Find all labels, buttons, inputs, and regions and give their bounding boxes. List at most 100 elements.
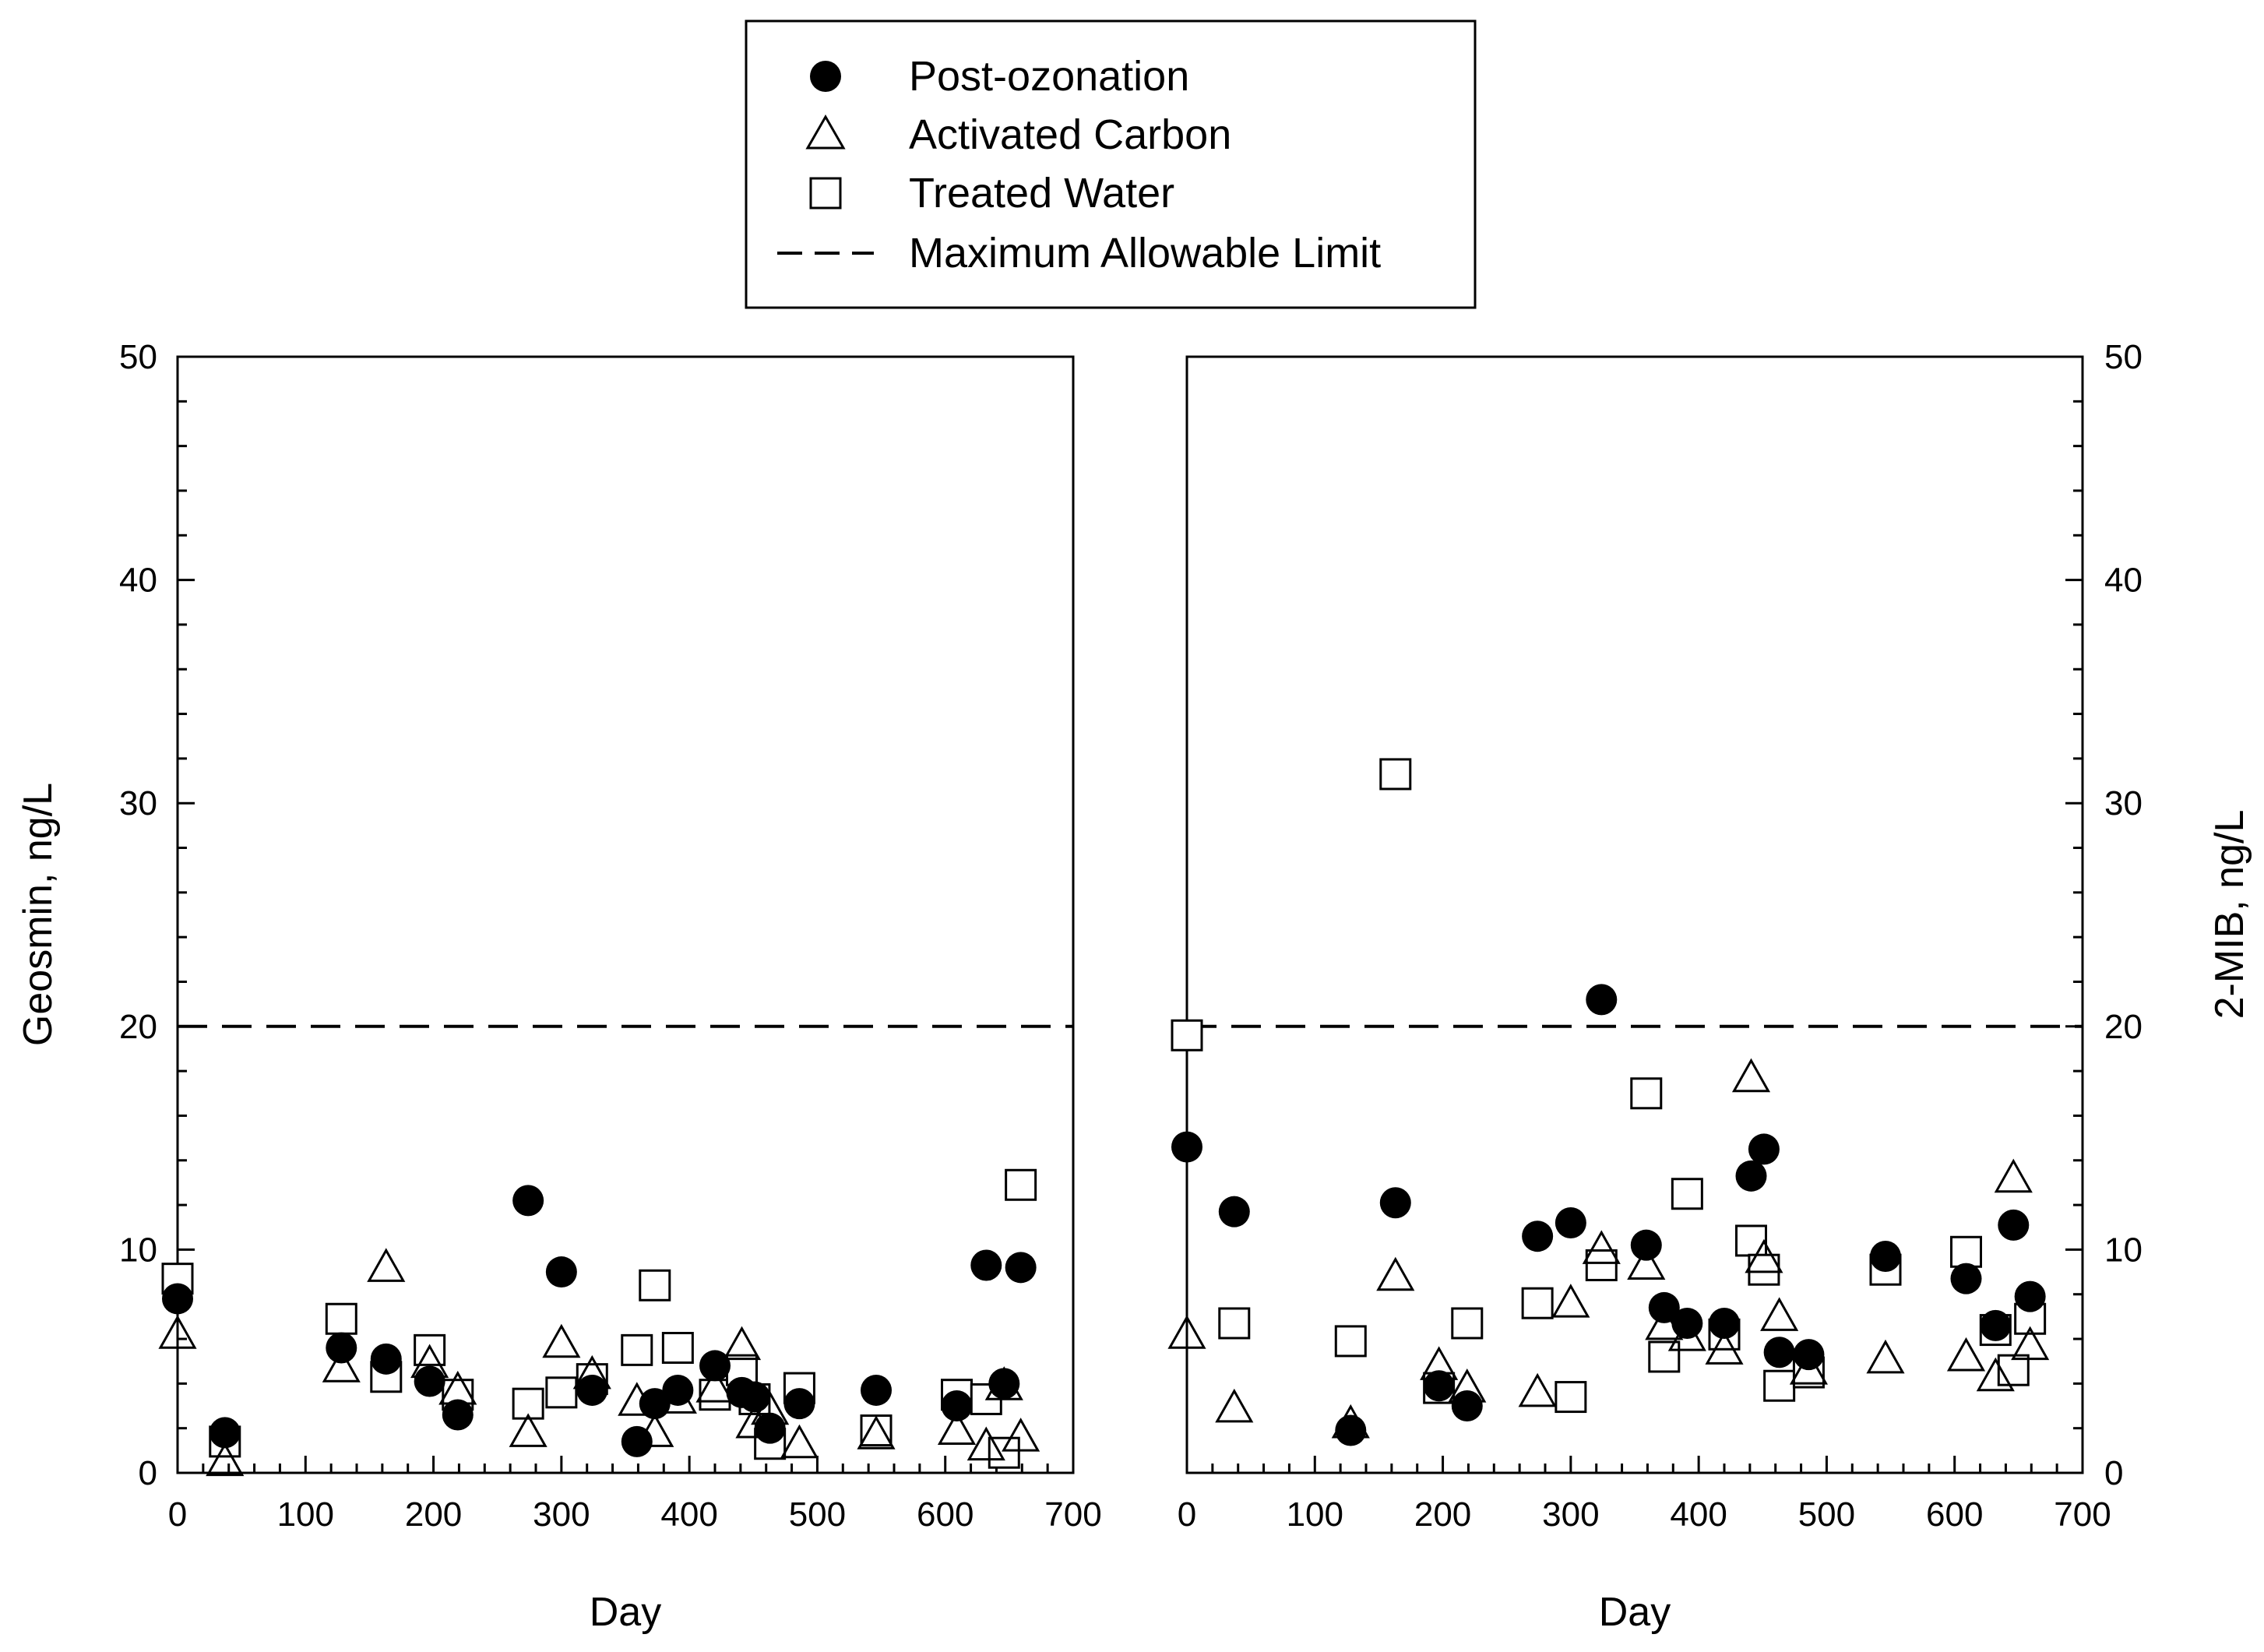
- mib-post-ozonation-point: [1735, 1160, 1767, 1192]
- mib-y-axis-title: 2-MIB, ng/L: [2207, 810, 2252, 1020]
- mib-treated-water-point: [1555, 1381, 1587, 1414]
- mib-activated-carbon-point: [1582, 1230, 1621, 1264]
- geosmin-x-tick-label: 0: [168, 1495, 187, 1534]
- geosmin-post-ozonation-point: [639, 1388, 671, 1420]
- geosmin-post-ozonation-point: [861, 1374, 892, 1406]
- mib-activated-carbon-point: [1789, 1351, 1828, 1385]
- legend-marker-activated-carbon: [805, 114, 846, 150]
- mib-post-ozonation-point: [1171, 1131, 1202, 1163]
- mib-post-ozonation-point: [1648, 1291, 1680, 1323]
- geosmin-x-tick-label: 100: [277, 1495, 334, 1534]
- geosmin-y-tick-label: 0: [139, 1454, 157, 1492]
- legend-marker-post-ozonation: [810, 61, 841, 92]
- geosmin-x-tick-label: 200: [405, 1495, 462, 1534]
- geosmin-y-axis-title: Geosmin, ng/L: [16, 783, 61, 1046]
- geosmin-treated-water-point: [699, 1379, 731, 1411]
- mib-data-points: [1167, 758, 2050, 1446]
- geosmin-activated-carbon-point: [722, 1326, 762, 1361]
- mib-y-tick-label: 40: [2104, 562, 2143, 600]
- geosmin-post-ozonation-point: [162, 1283, 193, 1315]
- mib-treated-water-point: [1585, 1249, 1618, 1281]
- mib-x-tick-label: 0: [1178, 1495, 1196, 1534]
- geosmin-activated-carbon-point: [367, 1248, 406, 1282]
- geosmin-data-points: [158, 1168, 1040, 1477]
- mib-post-ozonation-point: [1555, 1207, 1586, 1239]
- geosmin-activated-carbon-point: [857, 1415, 896, 1449]
- mib-x-tick-label: 300: [1542, 1495, 1599, 1534]
- mib-post-ozonation-point: [1586, 984, 1618, 1016]
- legend-label-treated-water: Treated Water: [909, 170, 1174, 217]
- mib-treated-water-point: [1218, 1307, 1251, 1340]
- geosmin-activated-carbon-point: [695, 1368, 734, 1403]
- mib-post-ozonation-point: [1379, 1187, 1411, 1219]
- mib-activated-carbon-point: [1946, 1337, 1986, 1372]
- legend-marker-treated-water: [809, 177, 842, 210]
- mib-y-tick-label: 20: [2104, 1008, 2143, 1046]
- mib-x-tick-label: 500: [1798, 1495, 1855, 1534]
- geosmin-post-ozonation-point: [1005, 1252, 1037, 1284]
- geosmin-axis-ticks: 0 100 200 300 400 500 600 700 0 10 20 30 40 50: [119, 338, 1102, 1534]
- mib-y-tick-label: 50: [2104, 338, 2143, 376]
- mib-y-tick-label: 10: [2104, 1231, 2143, 1269]
- geosmin-post-ozonation-point: [326, 1332, 357, 1364]
- geosmin-x-tick-label: 300: [533, 1495, 590, 1534]
- geosmin-post-ozonation-point: [442, 1399, 474, 1431]
- mib-plot-frame: [1185, 355, 2084, 1474]
- mib-treated-water-point: [1950, 1235, 1982, 1268]
- mib-x-tick-label: 700: [2054, 1495, 2111, 1534]
- geosmin-post-ozonation-point: [370, 1343, 402, 1375]
- geosmin-treated-water-point: [545, 1376, 578, 1409]
- mib-activated-carbon-point: [2011, 1326, 2050, 1361]
- mib-post-ozonation-point: [1522, 1221, 1554, 1252]
- geosmin-y-tick-label: 50: [119, 338, 157, 376]
- mib-treated-water-point: [1521, 1287, 1554, 1319]
- mib-activated-carbon-point: [1627, 1245, 1666, 1280]
- mib-post-ozonation-point: [1671, 1307, 1703, 1339]
- mib-post-ozonation-point: [1763, 1337, 1795, 1368]
- geosmin-plot-frame: [176, 355, 1075, 1474]
- mib-treated-water-point: [1451, 1307, 1484, 1340]
- mib-post-ozonation-point: [1980, 1309, 2012, 1341]
- geosmin-activated-carbon-point: [1002, 1418, 1040, 1452]
- geosmin-activated-carbon-point: [780, 1424, 819, 1459]
- legend-label-activated-carbon: Activated Carbon: [909, 111, 1231, 158]
- geosmin-post-ozonation-point: [621, 1425, 653, 1457]
- mib-treated-water-point: [1735, 1224, 1767, 1257]
- mib-x-tick-label: 600: [1926, 1495, 1983, 1534]
- mib-activated-carbon-point: [1215, 1388, 1254, 1423]
- geosmin-post-ozonation-point: [941, 1390, 973, 1422]
- geosmin-treated-water-point: [639, 1269, 671, 1302]
- geosmin-x-tick-label: 400: [660, 1495, 717, 1534]
- geosmin-activated-carbon-point: [322, 1348, 361, 1383]
- geosmin-x-tick-label: 600: [917, 1495, 974, 1534]
- geosmin-panel: 0 100 200 300 400 500 600 700 0 10 20 30 40 50 Day Ge…: [16, 338, 1102, 1635]
- mib-activated-carbon-point: [1976, 1357, 2015, 1392]
- geosmin-activated-carbon-point: [158, 1315, 197, 1349]
- legend-label-maximum-allowable-limit: Maximum Allowable Limit: [909, 230, 1381, 277]
- mib-post-ozonation-point: [1630, 1229, 1662, 1261]
- mib-post-ozonation-point: [1335, 1414, 1367, 1446]
- mib-activated-carbon-point: [1705, 1330, 1744, 1365]
- mib-activated-carbon-point: [1731, 1058, 1771, 1093]
- mib-post-ozonation-point: [1870, 1240, 1901, 1272]
- geosmin-y-tick-label: 30: [119, 784, 157, 822]
- mib-treated-water-point: [1763, 1369, 1796, 1402]
- geosmin-treated-water-point: [1005, 1168, 1037, 1201]
- geosmin-x-axis-title: Day: [590, 1590, 661, 1635]
- geosmin-post-ozonation-point: [512, 1185, 544, 1217]
- mib-post-ozonation-point: [1423, 1370, 1455, 1402]
- geosmin-treated-water-point: [325, 1302, 357, 1335]
- mib-post-ozonation-point: [1748, 1133, 1780, 1165]
- geosmin-activated-carbon-point: [542, 1323, 581, 1358]
- geosmin-post-ozonation-point: [783, 1388, 815, 1420]
- geosmin-x-tick-label: 700: [1044, 1495, 1101, 1534]
- geosmin-x-tick-label: 500: [789, 1495, 846, 1534]
- mib-activated-carbon-point: [1760, 1297, 1799, 1331]
- legend-box: [745, 19, 1477, 309]
- legend-label-post-ozonation: Post-ozonation: [909, 53, 1189, 100]
- mib-post-ozonation-point: [1998, 1209, 2030, 1241]
- mib-post-ozonation-point: [1950, 1263, 1982, 1294]
